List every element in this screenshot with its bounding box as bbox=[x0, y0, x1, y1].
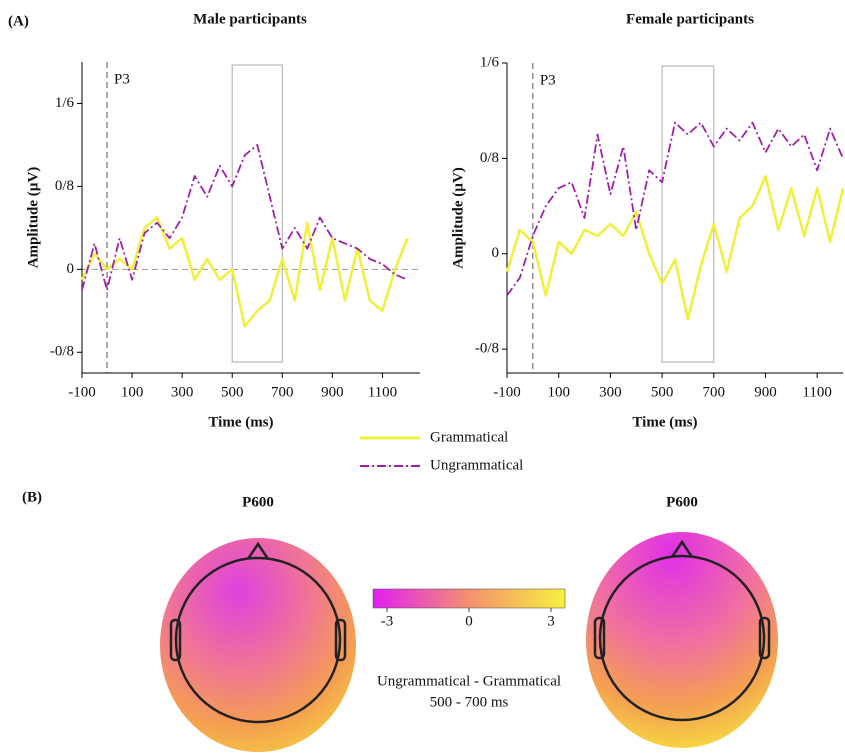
topomap bbox=[586, 532, 778, 748]
x-tick-label: 300 bbox=[171, 384, 194, 400]
y-tick-label: 0 bbox=[492, 245, 500, 261]
ear bbox=[593, 616, 606, 660]
x-tick-label: 900 bbox=[321, 384, 344, 400]
x-tick-label: 500 bbox=[221, 384, 244, 400]
y-axis-label: Amplitude (µV) bbox=[450, 167, 466, 269]
colorbar-tick-label: 3 bbox=[547, 613, 555, 629]
line-series bbox=[80, 216, 409, 328]
topomaps: P600 P600 bbox=[160, 494, 778, 752]
panel-label: (A) bbox=[8, 13, 29, 29]
y-tick-label: 0 bbox=[67, 261, 75, 277]
topomap bbox=[160, 538, 356, 752]
x-tick-label: 100 bbox=[121, 384, 144, 400]
highlight-window bbox=[661, 65, 715, 363]
x-axis-label: Time (ms) bbox=[208, 414, 273, 430]
legend-label: Grammatical bbox=[430, 429, 508, 445]
panel-label: (B) bbox=[22, 489, 42, 505]
annotation: P3 bbox=[540, 72, 556, 88]
x-tick-label: -100 bbox=[493, 384, 521, 400]
x-tick-label: 700 bbox=[703, 384, 726, 400]
x-tick-label: -100 bbox=[68, 384, 96, 400]
colorbar-tick-label: 0 bbox=[465, 613, 473, 629]
y-tick-label: 0/8 bbox=[55, 178, 74, 194]
legend-label: Ungrammatical bbox=[430, 457, 523, 473]
y-tick-label: 1/6 bbox=[480, 54, 500, 70]
line-series bbox=[81, 144, 408, 291]
x-tick-label: 500 bbox=[651, 384, 674, 400]
chart-title: Female participants bbox=[626, 11, 754, 27]
topomap-title: P600 bbox=[666, 494, 698, 510]
ear bbox=[169, 618, 182, 662]
y-tick-label: 1/6 bbox=[55, 95, 75, 111]
x-tick-label: 300 bbox=[599, 384, 622, 400]
line-series bbox=[505, 175, 845, 321]
x-tick-label: 700 bbox=[271, 384, 294, 400]
highlight-window bbox=[231, 64, 283, 363]
head bbox=[598, 554, 766, 722]
colorbar-label: Ungrammatical - Grammatical bbox=[377, 673, 561, 689]
y-axis-label: Amplitude (µV) bbox=[25, 167, 41, 269]
topomap-title: P600 bbox=[242, 494, 274, 510]
y-tick-label: 0/8 bbox=[480, 150, 499, 166]
head bbox=[174, 556, 342, 724]
ear bbox=[758, 616, 771, 660]
colorbar-window: 500 - 700 ms bbox=[430, 694, 509, 710]
nose bbox=[246, 541, 270, 560]
ear bbox=[334, 618, 347, 662]
y-tick-label: -0/8 bbox=[475, 341, 499, 357]
x-tick-label: 1100 bbox=[802, 384, 831, 400]
annotation: P3 bbox=[114, 71, 130, 87]
nose bbox=[670, 539, 694, 558]
line-series bbox=[506, 121, 844, 297]
x-tick-label: 900 bbox=[754, 384, 777, 400]
colorbar bbox=[372, 588, 566, 609]
x-tick-label: 100 bbox=[547, 384, 570, 400]
x-axis-label: Time (ms) bbox=[632, 414, 697, 430]
y-tick-label: -0/8 bbox=[50, 344, 74, 360]
colorbar-tick-label: -3 bbox=[381, 613, 394, 629]
chart-title: Male participants bbox=[193, 11, 307, 27]
x-tick-label: 1100 bbox=[368, 384, 397, 400]
